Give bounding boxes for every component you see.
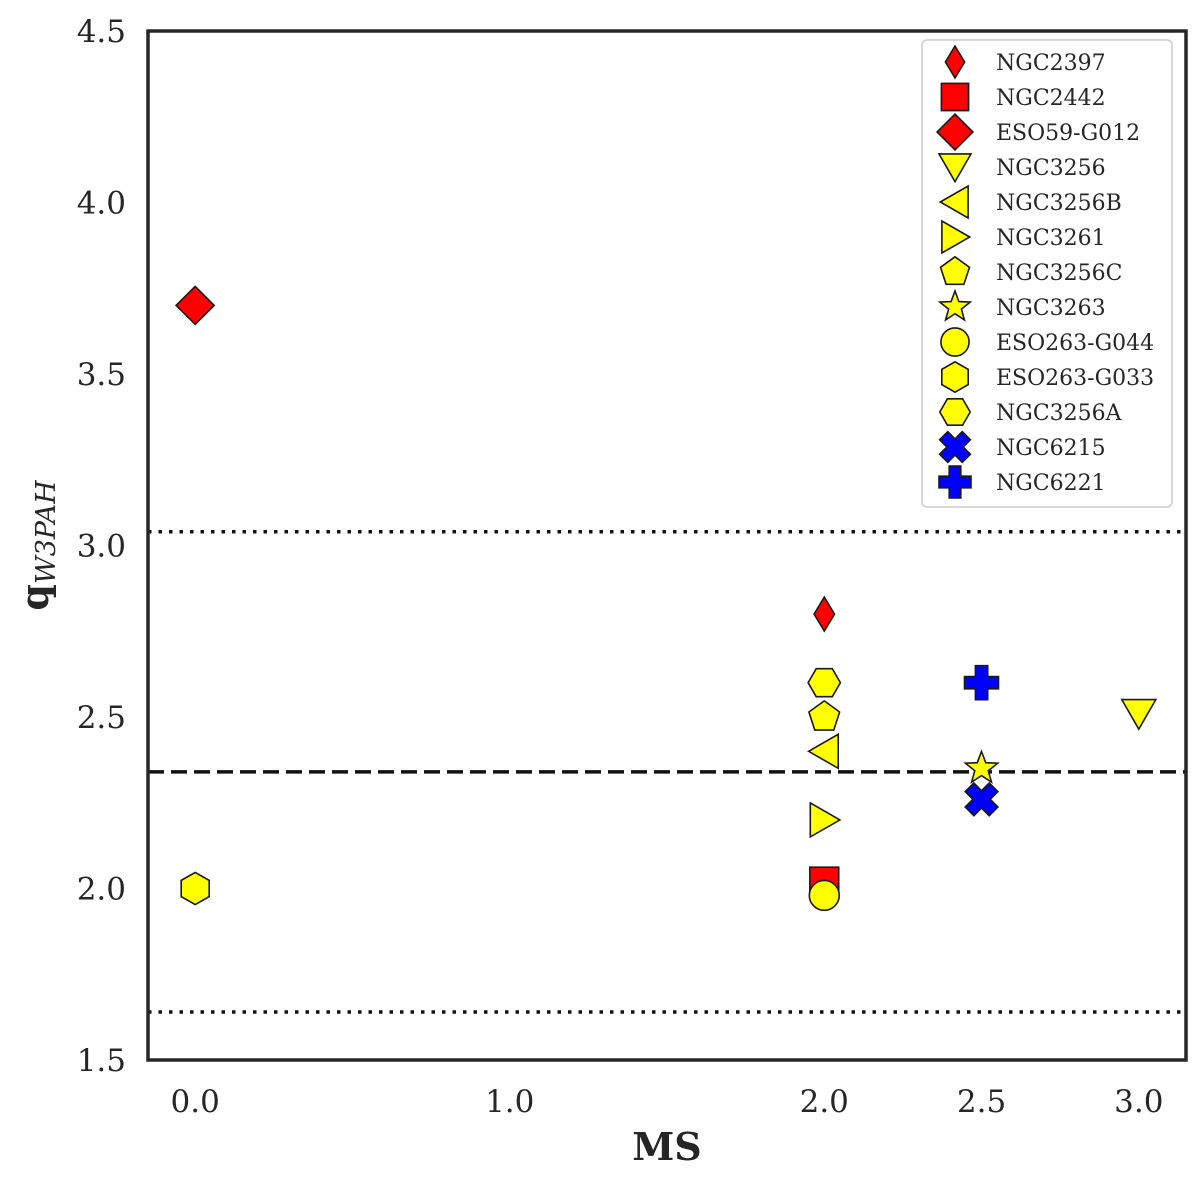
legend-label: NGC3256C: [996, 261, 1122, 286]
legend-marker-eso59-g012: [935, 112, 975, 152]
legend-marker-ngc3256b: [938, 184, 969, 220]
y-axis-ticks: 1.5 2.0 2.5 3.0 3.5 4.0 4.5: [77, 14, 126, 1079]
legend-marker-eso263-g044: [940, 327, 970, 357]
legend-label: NGC3263: [996, 296, 1106, 321]
data-points: [174, 285, 1158, 912]
data-point-eso59-g012: [174, 285, 216, 326]
legend-label: ESO263-G044: [996, 331, 1154, 356]
data-point-eso263-g044: [808, 879, 841, 912]
data-point-ngc3256: [1120, 698, 1158, 731]
legend-label: NGC3261: [996, 226, 1106, 251]
y-axis-title-subscript: W3PAH: [31, 480, 62, 584]
x-tick-label: 2.0: [800, 1084, 849, 1120]
x-axis-title: MS: [632, 1124, 702, 1169]
y-tick-label: 4.0: [77, 186, 126, 222]
y-axis-title: qW3PAH: [12, 480, 62, 611]
legend-label: NGC2397: [996, 51, 1106, 76]
legend-label: NGC3256A: [996, 401, 1123, 426]
y-tick-label: 4.5: [77, 14, 126, 50]
legend-marker-eso263-g033: [940, 360, 970, 394]
data-point-ngc3256a: [807, 667, 842, 698]
legend-marker-ngc3256: [937, 153, 973, 184]
legend-marker-ngc6215: [938, 430, 972, 464]
reference-lines: [148, 530, 1186, 1014]
legend-marker-ngc6221: [938, 465, 972, 499]
legend-marker-ngc2397: [944, 44, 966, 80]
legend-marker-ngc3256a: [938, 397, 972, 427]
legend-label: NGC2442: [996, 86, 1106, 111]
x-axis-ticks: 0.0 1.0 2.0 2.5 3.0: [171, 1084, 1164, 1120]
legend-label: NGC6221: [996, 471, 1106, 496]
legend-label: NGC3256: [996, 156, 1106, 181]
x-tick-label: 0.0: [171, 1084, 220, 1120]
y-tick-label: 3.5: [77, 357, 126, 393]
data-point-ngc2397: [813, 595, 836, 633]
y-tick-label: 2.5: [77, 700, 126, 736]
data-point-ngc3256b: [806, 732, 840, 770]
data-point-ngc6215: [964, 781, 1000, 817]
y-tick-label: 1.5: [77, 1043, 126, 1079]
legend-label: NGC3256B: [996, 191, 1122, 216]
legend: NGC2397 NGC2442 ESO59-G012 NGC3256 NGC3256B N…: [921, 39, 1173, 508]
y-axis-title-main: q: [12, 584, 57, 611]
legend-marker-ngc2442: [940, 82, 970, 112]
y-tick-label: 2.0: [77, 872, 126, 908]
x-tick-label: 1.0: [485, 1084, 534, 1120]
legend-label: NGC6215: [996, 436, 1106, 461]
data-point-eso263-g033: [180, 871, 210, 906]
legend-marker-ngc3256c: [939, 255, 971, 286]
plot-frame: [146, 29, 1188, 1062]
legend-label: ESO263-G033: [996, 366, 1154, 391]
data-point-ngc6221: [963, 664, 1000, 701]
legend-marker-ngc3263: [937, 288, 973, 322]
y-tick-label: 3.0: [77, 529, 126, 565]
legend-box: [921, 39, 1173, 508]
x-tick-label: 3.0: [1114, 1084, 1163, 1120]
data-point-ngc3256c: [807, 699, 841, 731]
x-tick-label: 2.5: [957, 1084, 1006, 1120]
legend-label: ESO59-G012: [996, 121, 1140, 146]
data-point-ngc3261: [809, 801, 842, 839]
data-point-ngc3263: [963, 749, 1000, 785]
legend-marker-ngc3261: [941, 219, 972, 255]
